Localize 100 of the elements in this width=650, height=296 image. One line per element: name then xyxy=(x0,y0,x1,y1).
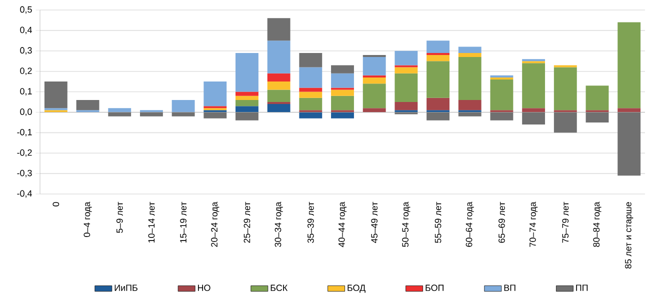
bar xyxy=(522,63,546,108)
bar xyxy=(267,104,290,112)
x-tick-label: 45–49 лет xyxy=(371,202,378,244)
x-tick-label: 0–4 года xyxy=(84,202,92,237)
bar xyxy=(172,112,195,116)
bar xyxy=(299,52,322,68)
y-tick-label: 0,5 xyxy=(20,6,32,14)
legend-label: БСК xyxy=(270,284,288,292)
bar xyxy=(426,54,450,62)
x-tick-label: 85 лет и старше xyxy=(625,202,634,269)
x-tick-label: 55–59 лет xyxy=(434,202,442,243)
bar xyxy=(394,102,418,110)
x-tick-label: 35–39 лет xyxy=(307,202,314,243)
bar xyxy=(586,86,609,110)
bar xyxy=(204,112,227,118)
bar xyxy=(458,57,482,100)
y-tick-label: 0,0 xyxy=(20,108,32,116)
bar xyxy=(362,54,386,58)
x-tick-label: 20–24 года xyxy=(211,202,220,247)
bar xyxy=(172,100,195,112)
bar xyxy=(267,18,290,41)
legend-label: БОД xyxy=(348,284,366,293)
bar xyxy=(236,96,258,100)
bar xyxy=(236,106,258,112)
bar xyxy=(76,100,100,110)
y-tick-label: 0,4 xyxy=(20,26,32,34)
bar xyxy=(299,92,322,98)
bar xyxy=(299,98,322,110)
bar xyxy=(362,77,386,84)
x-tick-label: 50–54 года xyxy=(402,202,410,247)
bar xyxy=(586,112,609,122)
x-tick-label: 70–74 года xyxy=(530,202,538,247)
bar xyxy=(618,112,641,176)
x-tick-label: 15–19 лет xyxy=(180,202,186,243)
bar xyxy=(458,46,482,53)
x-tick-label: 60–64 года xyxy=(466,202,474,247)
legend-label: ВП xyxy=(504,284,516,291)
bar xyxy=(267,73,290,82)
bar xyxy=(490,77,514,80)
bar xyxy=(140,112,163,116)
bar xyxy=(394,50,418,66)
bar xyxy=(426,40,450,53)
bar xyxy=(299,67,322,88)
y-tick-label: -0,2 xyxy=(17,149,32,157)
bar xyxy=(108,108,132,112)
bar xyxy=(362,84,386,108)
bar xyxy=(236,52,258,92)
bar xyxy=(426,98,450,110)
legend-label: НО xyxy=(198,284,210,292)
bar xyxy=(331,65,354,74)
bar xyxy=(458,112,482,116)
bar xyxy=(204,82,227,106)
y-tick-label: 0,1 xyxy=(20,88,32,96)
bar xyxy=(236,100,258,106)
bar xyxy=(490,112,514,120)
bar xyxy=(426,112,450,120)
y-tick-label: 0,2 xyxy=(20,68,32,76)
bar xyxy=(458,100,482,110)
bar xyxy=(362,57,386,76)
bar xyxy=(331,96,354,110)
x-tick-label: 30–34 года xyxy=(274,202,283,247)
x-tick-label: 5–9 лет xyxy=(116,202,123,233)
x-tick-label: 0 xyxy=(52,202,60,206)
bar xyxy=(490,80,514,110)
bar xyxy=(108,112,132,116)
y-tick-label: -0,1 xyxy=(17,128,32,136)
bar xyxy=(554,112,577,133)
bar xyxy=(426,61,450,98)
bar xyxy=(267,82,290,90)
x-tick-label: 25–29 лет xyxy=(244,202,250,243)
x-tick-label: 10–14 лет xyxy=(148,202,155,243)
bar xyxy=(299,112,322,118)
bar xyxy=(522,112,546,124)
bar xyxy=(331,90,354,96)
bar xyxy=(331,73,354,88)
legend-label: ИиПБ xyxy=(114,284,138,291)
legend-label: ПП xyxy=(576,284,588,291)
bar xyxy=(267,90,290,102)
legend-label: БОП xyxy=(426,284,444,292)
bar xyxy=(331,112,354,118)
x-tick-label: 75–79 лет xyxy=(562,202,569,243)
bar xyxy=(236,112,258,120)
x-tick-label: 65–69 лет xyxy=(498,202,505,243)
bar xyxy=(299,88,322,92)
bar xyxy=(554,67,577,110)
bar xyxy=(522,108,546,112)
bar xyxy=(44,82,68,108)
y-tick-label: 0,3 xyxy=(20,47,32,55)
bar xyxy=(267,40,290,74)
x-tick-label: 40–44 года xyxy=(338,202,347,248)
bar xyxy=(618,22,641,108)
bar xyxy=(362,108,386,112)
bar xyxy=(458,52,482,58)
bar xyxy=(394,73,418,102)
y-tick-label: -0,3 xyxy=(17,170,32,178)
y-tick-label: -0,4 xyxy=(17,190,32,198)
bar xyxy=(236,92,258,96)
x-tick-label: 80–84 года xyxy=(593,202,602,247)
bar xyxy=(394,67,418,74)
bar xyxy=(618,108,641,112)
